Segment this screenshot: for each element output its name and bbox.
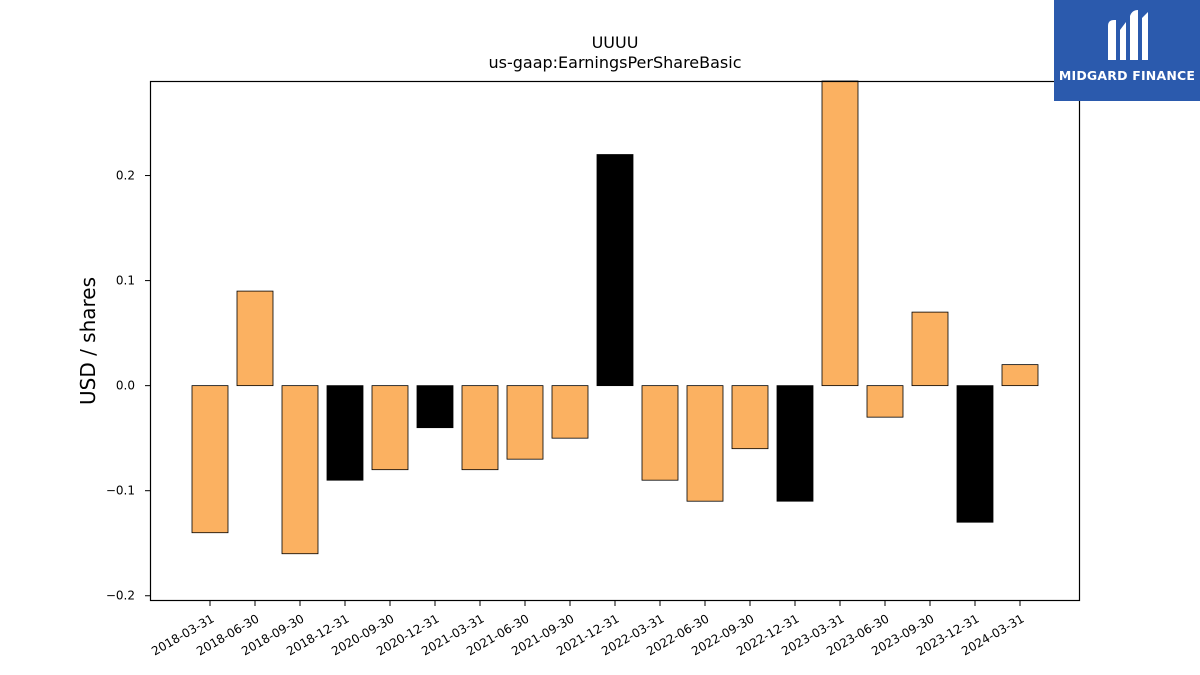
brand-logo: MIDGARD FINANCE xyxy=(1054,0,1200,101)
bar-2018-03-31 xyxy=(191,385,229,534)
bar-2018-06-30 xyxy=(236,290,274,387)
bar-2022-12-31 xyxy=(776,385,814,502)
bar-2023-03-31 xyxy=(821,80,859,387)
y-tick-label: −0.2 xyxy=(106,589,135,603)
bar-2022-03-31 xyxy=(641,385,679,481)
bar-2023-09-30 xyxy=(911,311,949,387)
bar-2018-12-31 xyxy=(326,385,364,481)
chart-subtitle: us-gaap:EarningsPerShareBasic xyxy=(488,53,741,72)
y-tick-label: 0.2 xyxy=(116,169,135,183)
bar-2024-03-31 xyxy=(1001,364,1039,387)
bar-2023-12-31 xyxy=(956,385,994,523)
bar-2020-09-30 xyxy=(371,385,409,471)
y-tick-label: −0.1 xyxy=(106,484,135,498)
bar-2021-06-30 xyxy=(506,385,544,460)
bar-2023-06-30 xyxy=(866,385,904,418)
y-tick-label: 0.1 xyxy=(116,274,135,288)
bar-2021-12-31 xyxy=(596,154,634,387)
bar-2020-12-31 xyxy=(416,385,454,429)
y-tick-label: 0.0 xyxy=(116,379,135,393)
logo-mark-icon xyxy=(1108,10,1148,60)
bar-2021-03-31 xyxy=(461,385,499,471)
bar-2022-06-30 xyxy=(686,385,724,502)
logo-text: MIDGARD FINANCE xyxy=(1058,68,1196,83)
bars-layer xyxy=(191,80,1039,555)
chart-title: UUUU xyxy=(592,33,639,52)
bar-2022-09-30 xyxy=(731,385,769,450)
y-axis-label: USD / shares xyxy=(76,277,100,405)
plot-frame xyxy=(149,80,1081,602)
bar-2021-09-30 xyxy=(551,385,589,439)
bar-2018-09-30 xyxy=(281,385,319,555)
